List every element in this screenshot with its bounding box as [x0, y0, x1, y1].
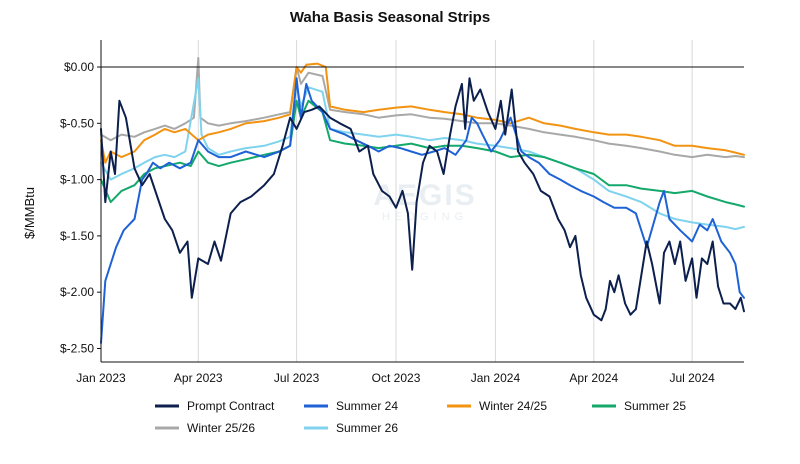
chart-title: Waha Basis Seasonal Strips: [290, 9, 490, 26]
y-tick-label: $-2.00: [60, 285, 94, 299]
series-line-winter-25-26: [100, 57, 745, 159]
y-tick-label: $-1.50: [60, 229, 94, 243]
x-tick-label: Apr 2024: [569, 371, 618, 385]
legend-label: Summer 26: [336, 421, 398, 435]
x-tick-label: Jan 2024: [471, 371, 521, 385]
watermark-sub: HEDGING: [382, 211, 468, 223]
x-tick-label: Jul 2024: [669, 371, 715, 385]
watermark: AEGIS HEDGING: [373, 179, 476, 223]
legend: Prompt Contract Summer 24 Winter 24/25 Summ…: [155, 399, 686, 435]
legend-label: Winter 25/26: [187, 421, 255, 435]
y-axis-label: $/MMBtu: [22, 187, 37, 239]
legend-label: Summer 24: [336, 399, 398, 413]
x-tick-labels: Jan 2023 Apr 2023 Jul 2023 Oct 2023 Jan 2024…: [76, 371, 715, 385]
x-tick-label: Apr 2023: [174, 371, 223, 385]
series-line-summer-26: [100, 77, 745, 231]
series-line-winter-24-25: [100, 62, 745, 164]
watermark-main: AEGIS: [373, 179, 476, 212]
legend-label: Prompt Contract: [187, 399, 275, 413]
series-line-prompt-contract: [100, 77, 745, 322]
legend-item: Winter 25/26: [155, 421, 255, 435]
x-tick-label: Oct 2023: [372, 371, 421, 385]
legend-label: Winter 24/25: [479, 399, 547, 413]
x-tick-label: Jul 2023: [274, 371, 320, 385]
legend-item: Summer 24: [304, 399, 398, 413]
series-lines: [100, 57, 745, 344]
y-tick-label: $-0.50: [60, 116, 94, 130]
x-tick-label: Jan 2023: [76, 371, 126, 385]
y-tick-label: $-1.00: [60, 173, 94, 187]
legend-item: Prompt Contract: [155, 399, 275, 413]
legend-item: Summer 26: [304, 421, 398, 435]
legend-item: Summer 25: [592, 399, 686, 413]
y-tick-labels: $0.00 $-0.50 $-1.00 $-1.50 $-2.00 $-2.50: [60, 60, 101, 355]
series-line-summer-24: [100, 77, 745, 344]
y-tick-label: $-2.50: [60, 341, 94, 355]
legend-label: Summer 25: [624, 399, 686, 413]
y-tick-label: $0.00: [64, 60, 94, 74]
legend-item: Winter 24/25: [447, 399, 547, 413]
axes: [100, 40, 744, 363]
